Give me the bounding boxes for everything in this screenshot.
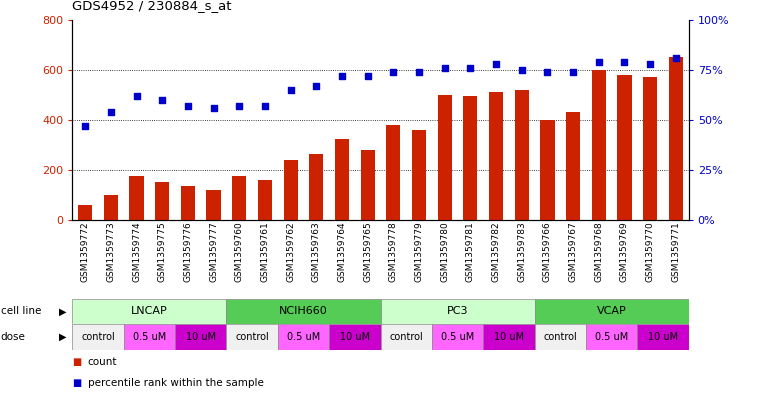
Point [79, 123, 91, 129]
Bar [258, 180, 272, 220]
Point [336, 73, 348, 79]
Point [644, 61, 656, 67]
Text: 10 uM: 10 uM [494, 332, 524, 342]
Bar [232, 176, 247, 220]
Text: 10 uM: 10 uM [648, 332, 678, 342]
Text: 0.5 uM: 0.5 uM [132, 332, 166, 342]
Text: percentile rank within the sample: percentile rank within the sample [88, 378, 263, 388]
Text: 0.5 uM: 0.5 uM [441, 332, 474, 342]
Bar [432, 324, 483, 350]
Bar [566, 112, 580, 220]
Bar [540, 120, 555, 220]
Point [567, 69, 579, 75]
Bar [380, 299, 535, 324]
Bar [617, 75, 632, 220]
Bar [335, 139, 349, 220]
Text: dose: dose [1, 332, 26, 342]
Text: control: control [81, 332, 115, 342]
Point [464, 64, 476, 71]
Text: ▶: ▶ [59, 332, 66, 342]
Point [413, 69, 425, 75]
Bar [387, 125, 400, 220]
Point [541, 69, 553, 75]
Point [670, 55, 682, 61]
Bar [175, 324, 227, 350]
Bar [129, 176, 144, 220]
Text: 0.5 uM: 0.5 uM [287, 332, 320, 342]
Point [310, 83, 323, 89]
Text: control: control [543, 332, 577, 342]
Point [438, 64, 451, 71]
Bar [361, 150, 374, 220]
Point [259, 103, 271, 109]
Bar [284, 160, 298, 220]
Text: LNCAP: LNCAP [131, 307, 167, 316]
Text: VCAP: VCAP [597, 307, 626, 316]
Bar [309, 154, 323, 220]
Bar [103, 195, 118, 220]
Bar [489, 92, 503, 220]
Point [516, 67, 528, 73]
Point [619, 59, 631, 65]
Bar [227, 299, 380, 324]
Text: 10 uM: 10 uM [186, 332, 216, 342]
Text: 10 uM: 10 uM [339, 332, 370, 342]
Bar [638, 324, 689, 350]
Point [593, 59, 605, 65]
Bar [278, 324, 330, 350]
Bar [181, 186, 195, 220]
Point [105, 109, 117, 115]
Point [490, 61, 502, 67]
Point [387, 69, 400, 75]
Text: ■: ■ [72, 378, 81, 388]
Bar [535, 299, 689, 324]
Text: control: control [235, 332, 269, 342]
Bar [330, 324, 380, 350]
Text: 0.5 uM: 0.5 uM [595, 332, 629, 342]
Point [285, 87, 297, 93]
Bar [380, 324, 432, 350]
Text: ■: ■ [72, 356, 81, 367]
Bar [483, 324, 535, 350]
Bar [155, 182, 169, 220]
Bar [514, 90, 529, 220]
Text: count: count [88, 356, 117, 367]
Bar [643, 77, 658, 220]
Point [156, 97, 168, 103]
Bar [586, 324, 638, 350]
Text: ▶: ▶ [59, 307, 66, 316]
Bar [123, 324, 175, 350]
Bar [72, 324, 123, 350]
Point [130, 93, 142, 99]
Bar [78, 205, 92, 220]
Text: control: control [390, 332, 423, 342]
Text: NCIH660: NCIH660 [279, 307, 328, 316]
Text: PC3: PC3 [447, 307, 468, 316]
Point [361, 73, 374, 79]
Text: GDS4952 / 230884_s_at: GDS4952 / 230884_s_at [72, 0, 232, 12]
Text: cell line: cell line [1, 307, 41, 316]
Bar [535, 324, 586, 350]
Point [208, 105, 220, 111]
Bar [669, 57, 683, 220]
Bar [227, 324, 278, 350]
Bar [72, 299, 227, 324]
Point [182, 103, 194, 109]
Bar [206, 190, 221, 220]
Bar [438, 95, 452, 220]
Bar [412, 130, 426, 220]
Bar [592, 70, 606, 220]
Bar [463, 96, 477, 220]
Point [233, 103, 245, 109]
